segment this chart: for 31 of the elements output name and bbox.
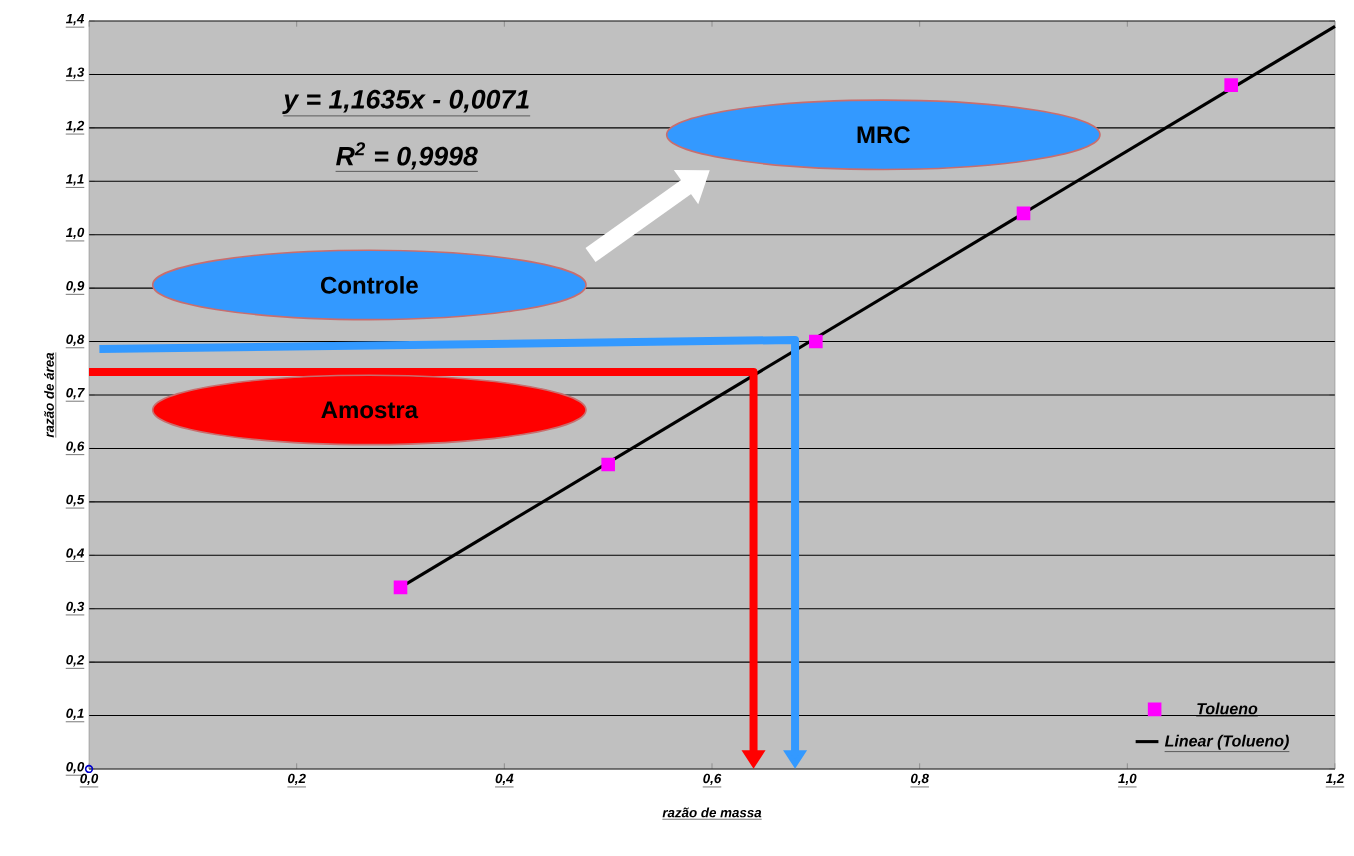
y-tick-label: 0,1 <box>66 708 84 720</box>
x-tick-label: 0,6 <box>703 773 722 786</box>
annotation: y = 1,1635x - 0,0071 <box>282 89 529 115</box>
x-tick-label: 0,4 <box>495 773 514 786</box>
y-tick-label: 0,6 <box>66 441 85 453</box>
annotation: R$^{2}$ = 0,9998 <box>336 142 478 170</box>
legend-label: Tolueno <box>1197 702 1258 715</box>
y-tick-label: 0,5 <box>66 494 85 507</box>
y-axis-title: razão de área <box>44 352 54 438</box>
y-tick-label: 0,2 <box>66 655 85 667</box>
annotation: Amostra <box>321 401 419 419</box>
annotation: MRC <box>857 126 911 144</box>
y-tick-label: 1,4 <box>65 14 85 26</box>
y-tick-label: 1,0 <box>65 227 85 240</box>
annotation: Controle <box>321 276 418 294</box>
x-tick-label: 1,2 <box>1325 773 1345 786</box>
y-tick-label: 0,7 <box>66 387 85 400</box>
y-tick-label: 1,2 <box>65 120 85 133</box>
x-tick-label: 0,0 <box>80 773 99 786</box>
x-tick-label: 0,8 <box>910 773 929 786</box>
y-tick-label: 0,3 <box>66 601 85 614</box>
y-tick-label: 0,9 <box>66 281 85 293</box>
y-tick-label: 0,4 <box>66 548 85 560</box>
y-tick-label: 0,8 <box>66 334 85 346</box>
y-tick-label: 1,3 <box>65 67 85 79</box>
x-tick-label: 1,0 <box>1118 773 1137 786</box>
y-tick-label: 1,1 <box>65 174 84 186</box>
y-tick-label: 0,0 <box>66 761 85 774</box>
x-axis-title: razão de massa <box>662 807 762 818</box>
legend-label: Linear (Tolueno) <box>1164 734 1289 750</box>
x-tick-label: 0,2 <box>287 773 306 786</box>
